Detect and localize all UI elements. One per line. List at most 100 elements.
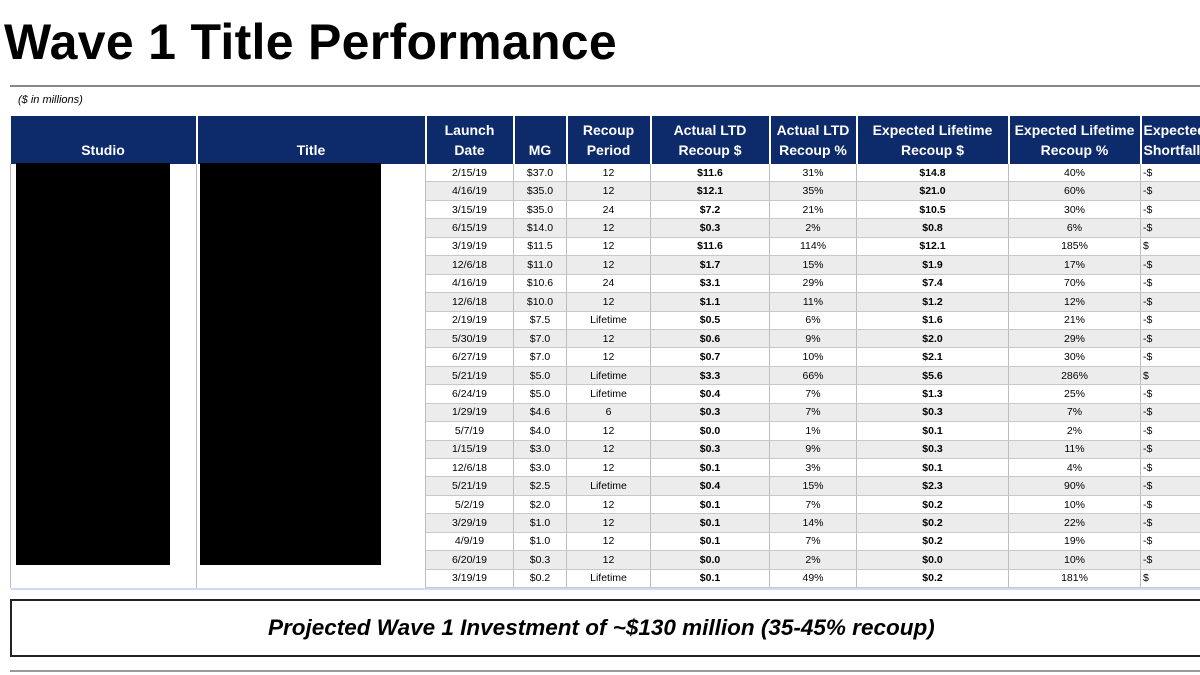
table-row: 1/29/19 $4.6 6 $0.3 7% $0.3 7% -$ — [10, 403, 1200, 423]
expected-lifetime-recoup-pct-cell: 10% — [1008, 550, 1141, 570]
table-row: 3/15/19 $35.0 24 $7.2 21% $10.5 30% -$ — [10, 200, 1200, 220]
expected-lifetime-recoup-usd-cell: $1.2 — [856, 292, 1009, 312]
mg-cell: $4.0 — [513, 421, 567, 441]
mg-cell: $3.0 — [513, 440, 567, 460]
table-body: 2/15/19 $37.0 12 $11.6 31% $14.8 40% -$ 4/16/19 $… — [10, 164, 1200, 590]
actual-ltd-recoup-usd-cell: $0.1 — [650, 569, 770, 589]
recoup-period-cell: 24 — [566, 200, 651, 220]
footer-divider — [10, 670, 1200, 672]
expected-lifetime-recoup-usd-cell: $7.4 — [856, 274, 1009, 294]
expected-lifetime-recoup-pct-cell: 29% — [1008, 329, 1141, 349]
expected-lifetime-recoup-pct-cell: 286% — [1008, 366, 1141, 386]
actual-ltd-recoup-usd-cell: $12.1 — [650, 181, 770, 201]
studio-redaction — [16, 163, 170, 565]
col-header-expected-lifetime-recoup-usd: Expected Lifetime Recoup $ — [855, 116, 1009, 164]
expected-lifetime-recoup-pct-cell: 22% — [1008, 513, 1141, 533]
expected-shortfall-cell: -$ — [1140, 274, 1200, 294]
mg-cell: $10.6 — [513, 274, 567, 294]
col-header-actual-ltd-recoup-usd: Actual LTD Recoup $ — [649, 116, 770, 164]
launch-date-cell: 2/15/19 — [425, 164, 514, 183]
table-row: 4/16/19 $35.0 12 $12.1 35% $21.0 60% -$ — [10, 181, 1200, 201]
header-divider — [10, 85, 1200, 87]
total-label: Wave 1 Total — [425, 587, 514, 590]
actual-ltd-recoup-usd-cell: $0.4 — [650, 476, 770, 496]
projection-text: Projected Wave 1 Investment of ~$130 mil… — [268, 615, 935, 640]
expected-lifetime-recoup-usd-cell: $1.3 — [856, 384, 1009, 404]
actual-ltd-recoup-pct-cell: 1% — [769, 421, 857, 441]
total-expected-pct: ~ 40% — [1008, 587, 1141, 590]
mg-cell: $1.0 — [513, 532, 567, 552]
expected-shortfall-cell: -$ — [1140, 495, 1200, 515]
actual-ltd-recoup-pct-cell: 9% — [769, 440, 857, 460]
mg-cell: $2.0 — [513, 495, 567, 515]
recoup-period-cell: 12 — [566, 513, 651, 533]
mg-cell: $37.0 — [513, 164, 567, 183]
expected-shortfall-cell: -$ — [1140, 458, 1200, 478]
expected-lifetime-recoup-pct-cell: 12% — [1008, 292, 1141, 312]
actual-ltd-recoup-usd-cell: $7.2 — [650, 200, 770, 220]
expected-shortfall-cell: -$ — [1140, 421, 1200, 441]
actual-ltd-recoup-usd-cell: $1.1 — [650, 292, 770, 312]
actual-ltd-recoup-pct-cell: 9% — [769, 329, 857, 349]
expected-lifetime-recoup-usd-cell: $12.1 — [856, 237, 1009, 257]
table-row: 5/21/19 $2.5 Lifetime $0.4 15% $2.3 90% -$ — [10, 476, 1200, 496]
recoup-period-cell: 12 — [566, 347, 651, 367]
launch-date-cell: 5/30/19 — [425, 329, 514, 349]
expected-lifetime-recoup-pct-cell: 11% — [1008, 440, 1141, 460]
recoup-period-cell: 24 — [566, 274, 651, 294]
expected-shortfall-cell: -$ — [1140, 292, 1200, 312]
actual-ltd-recoup-usd-cell: $0.5 — [650, 311, 770, 330]
actual-ltd-recoup-usd-cell: $0.1 — [650, 513, 770, 533]
table-row: 3/29/19 $1.0 12 $0.1 14% $0.2 22% -$ — [10, 513, 1200, 533]
actual-ltd-recoup-usd-cell: $0.6 — [650, 329, 770, 349]
expected-shortfall-cell: -$ — [1140, 403, 1200, 423]
actual-ltd-recoup-pct-cell: 21% — [769, 200, 857, 220]
expected-lifetime-recoup-usd-cell: $0.2 — [856, 569, 1009, 589]
recoup-period-cell: Lifetime — [566, 384, 651, 404]
expected-shortfall-cell: -$ — [1140, 218, 1200, 238]
expected-lifetime-recoup-usd-cell: $2.3 — [856, 476, 1009, 496]
recoup-period-cell: 12 — [566, 550, 651, 570]
expected-lifetime-recoup-usd-cell: $0.0 — [856, 550, 1009, 570]
launch-date-cell: 2/19/19 — [425, 311, 514, 330]
actual-ltd-recoup-usd-cell: $0.7 — [650, 347, 770, 367]
actual-ltd-recoup-usd-cell: $3.3 — [650, 366, 770, 386]
actual-ltd-recoup-usd-cell: $0.3 — [650, 440, 770, 460]
actual-ltd-recoup-pct-cell: 114% — [769, 237, 857, 257]
col-header-actual-ltd-recoup-pct: Actual LTD Recoup % — [768, 116, 857, 164]
actual-ltd-recoup-usd-cell: $0.0 — [650, 550, 770, 570]
expected-lifetime-recoup-usd-cell: $0.2 — [856, 495, 1009, 515]
launch-date-cell: 6/20/19 — [425, 550, 514, 570]
expected-shortfall-cell: -$ — [1140, 200, 1200, 220]
table-row: 6/20/19 $0.3 12 $0.0 2% $0.0 10% -$ — [10, 550, 1200, 570]
actual-ltd-recoup-pct-cell: 15% — [769, 255, 857, 275]
actual-ltd-recoup-pct-cell: 2% — [769, 550, 857, 570]
expected-lifetime-recoup-pct-cell: 70% — [1008, 274, 1141, 294]
actual-ltd-recoup-pct-cell: 15% — [769, 476, 857, 496]
launch-date-cell: 4/16/19 — [425, 181, 514, 201]
actual-ltd-recoup-usd-cell: $0.4 — [650, 384, 770, 404]
actual-ltd-recoup-usd-cell: $0.3 — [650, 218, 770, 238]
expected-shortfall-cell: -$ — [1140, 255, 1200, 275]
launch-date-cell: 6/24/19 — [425, 384, 514, 404]
mg-cell: $2.5 — [513, 476, 567, 496]
recoup-period-cell: Lifetime — [566, 311, 651, 330]
recoup-period-cell: 12 — [566, 495, 651, 515]
table-row: 3/19/19 $0.2 Lifetime $0.1 49% $0.2 181% $ — [10, 569, 1200, 589]
table-row: 2/19/19 $7.5 Lifetime $0.5 6% $1.6 21% -$ — [10, 311, 1200, 330]
launch-date-cell: 3/15/19 — [425, 200, 514, 220]
recoup-period-cell: 12 — [566, 164, 651, 183]
expected-lifetime-recoup-usd-cell: $0.3 — [856, 403, 1009, 423]
mg-cell: $4.6 — [513, 403, 567, 423]
mg-cell: $1.0 — [513, 513, 567, 533]
expected-lifetime-recoup-usd-cell: $0.1 — [856, 421, 1009, 441]
actual-ltd-recoup-usd-cell: $11.6 — [650, 164, 770, 183]
launch-date-cell: 3/19/19 — [425, 237, 514, 257]
launch-date-cell: 12/6/18 — [425, 255, 514, 275]
actual-ltd-recoup-pct-cell: 66% — [769, 366, 857, 386]
table-row: 4/9/19 $1.0 12 $0.1 7% $0.2 19% -$ — [10, 532, 1200, 552]
header-row: Studio Title Launch Date MG Recoup Perio… — [10, 116, 1200, 164]
expected-lifetime-recoup-usd-cell: $10.5 — [856, 200, 1009, 220]
actual-ltd-recoup-pct-cell: 7% — [769, 495, 857, 515]
mg-cell: $14.0 — [513, 218, 567, 238]
